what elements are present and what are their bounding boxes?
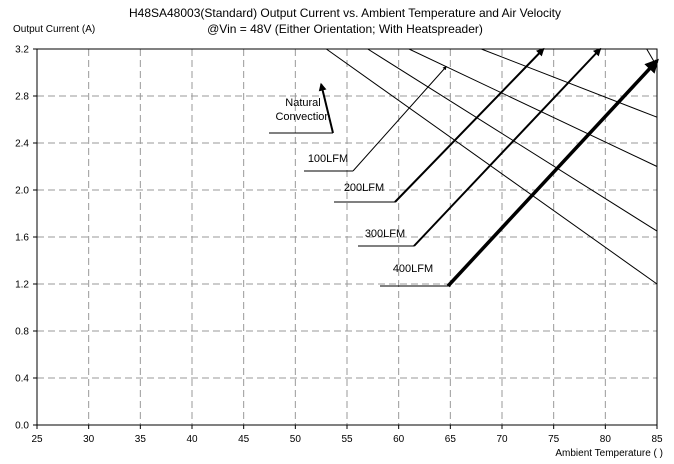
annotation-arrow (394, 47, 545, 203)
chart-subtitle: @Vin = 48V (Either Orientation; With Hea… (207, 22, 483, 36)
y-tick-label: 3.2 (15, 45, 29, 56)
x-tick-label: 65 (445, 434, 457, 445)
y-tick-label: 0.4 (15, 374, 29, 385)
x-tick-label: 60 (393, 434, 405, 445)
grid (37, 49, 657, 425)
annotation-label: 400LFM (393, 263, 433, 275)
y-tick-labels: 0.0 0.4 0.8 1.2 1.6 2.0 2.4 2.8 3.2 (15, 45, 29, 432)
x-axis-label: Ambient Temperature ( ) (555, 448, 663, 459)
x-tick-label: 40 (186, 434, 198, 445)
x-tick-label: 75 (548, 434, 560, 445)
plot-frame (33, 48, 658, 429)
chart-title: H48SA48003(Standard) Output Current vs. … (129, 6, 561, 20)
x-tick-label: 50 (290, 434, 302, 445)
x-tick-label: 30 (83, 434, 95, 445)
annotation-label: Natural (285, 97, 320, 109)
annotation-arrow (352, 66, 447, 172)
annotation-arrow (318, 82, 334, 134)
y-axis-label: Output Current (A) (13, 24, 95, 35)
annotation-label: 100LFM (308, 153, 348, 165)
annotation-label: 200LFM (344, 182, 384, 194)
annotation-label: Convection (275, 111, 330, 123)
annotation: 400LFM (380, 58, 659, 288)
annotation: 100LFM (304, 66, 447, 172)
x-tick-label: 55 (341, 434, 353, 445)
x-tick-label: 70 (496, 434, 508, 445)
annotation-label: 300LFM (365, 228, 405, 240)
x-tick-label: 25 (31, 434, 43, 445)
annotation: Natural Convection (269, 82, 334, 134)
y-tick-label: 2.4 (15, 139, 29, 150)
annotation-arrow (413, 47, 602, 247)
x-tick-label: 45 (238, 434, 250, 445)
annotation-arrow (446, 58, 659, 288)
x-tick-label: 85 (651, 434, 663, 445)
annotations: Natural Convection 100LFM 200LFM 300LFM 400LF… (269, 47, 659, 288)
y-tick-label: 2.8 (15, 92, 29, 103)
y-tick-label: 2.0 (15, 186, 29, 197)
y-tick-label: 0.0 (15, 421, 29, 432)
y-tick-label: 1.6 (15, 233, 29, 244)
annotation: 200LFM (334, 47, 545, 203)
x-tick-label: 80 (600, 434, 612, 445)
y-tick-label: 0.8 (15, 327, 29, 338)
x-tick-label: 35 (135, 434, 147, 445)
y-tick-label: 1.2 (15, 280, 29, 291)
x-tick-labels: 25 30 35 40 45 50 55 60 65 70 75 80 85 (31, 434, 663, 445)
annotation: 300LFM (358, 47, 602, 247)
